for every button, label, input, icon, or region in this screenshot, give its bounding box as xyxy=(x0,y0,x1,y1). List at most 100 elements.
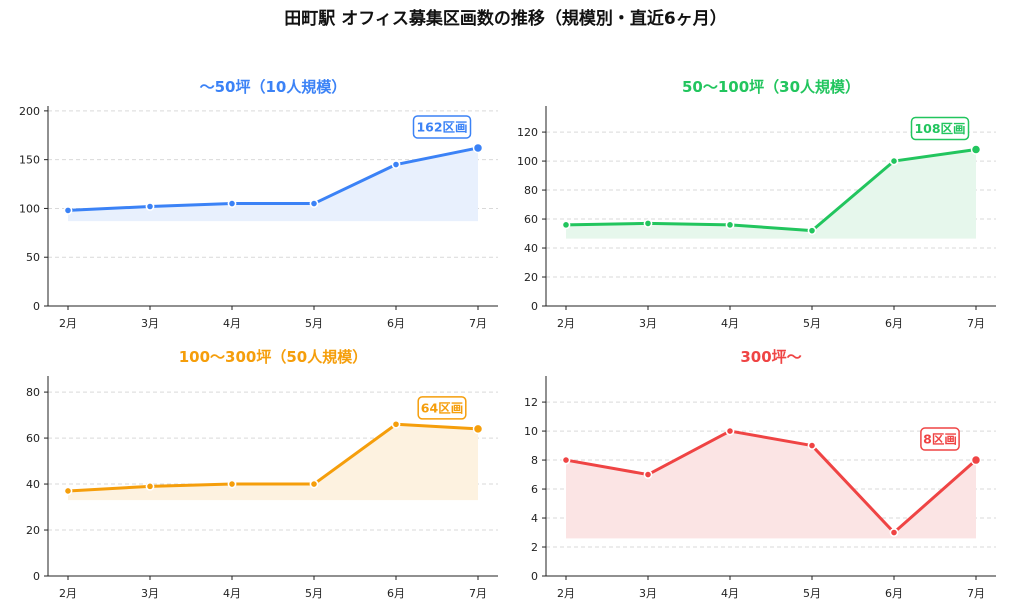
x-tick-label: 2月 xyxy=(557,587,575,600)
y-tick-label: 6 xyxy=(531,483,538,496)
data-label: 64区画 xyxy=(417,396,467,420)
y-tick-label: 150 xyxy=(19,154,40,167)
data-label-box xyxy=(417,396,467,420)
chart-panel-1: 〜50坪（10人規模） 0 50 100 150 200 2月 3月 4月 5月 6月 7月 162区画 xyxy=(19,78,498,330)
x-tick-label: 7月 xyxy=(967,317,985,330)
data-point xyxy=(472,142,484,154)
data-label-text: 64区画 xyxy=(421,400,463,415)
y-tick-label: 50 xyxy=(26,251,40,264)
area-fill xyxy=(68,424,478,501)
panel-title: 100〜300坪（50人規模） xyxy=(179,348,368,366)
y-tick-label: 0 xyxy=(33,570,40,583)
data-point xyxy=(970,144,982,155)
series-line xyxy=(66,146,480,212)
x-tick-label: 5月 xyxy=(305,317,323,330)
y-tick-label: 60 xyxy=(26,432,40,445)
x-tick-label: 6月 xyxy=(387,317,405,330)
x-tick-label: 2月 xyxy=(557,317,575,330)
x-tick-label: 7月 xyxy=(469,587,487,600)
data-point xyxy=(889,528,899,537)
y-tick-label: 12 xyxy=(524,396,538,409)
x-tick-label: 5月 xyxy=(305,587,323,600)
data-point xyxy=(970,454,982,466)
data-point xyxy=(145,202,155,211)
x-tick-label: 3月 xyxy=(639,317,657,330)
data-point xyxy=(725,220,735,230)
x-tick-label: 6月 xyxy=(387,587,405,600)
data-point xyxy=(63,486,73,496)
x-tick-label: 3月 xyxy=(141,317,159,330)
x-tick-label: 2月 xyxy=(59,587,77,600)
x-tick-label: 4月 xyxy=(223,587,241,600)
data-point xyxy=(889,156,899,166)
data-point xyxy=(145,481,155,491)
data-label-box xyxy=(412,115,472,139)
data-point xyxy=(561,455,571,465)
data-point xyxy=(63,205,73,215)
x-tick-label: 7月 xyxy=(967,587,985,600)
y-tick-label: 20 xyxy=(26,524,40,537)
chart-panel-4: 300坪〜 0 2 4 6 8 10 12 2月 3月 4月 5月 6月 7月 8区画 xyxy=(524,348,996,600)
x-tick-label: 7月 xyxy=(469,317,487,330)
y-tick-label: 100 xyxy=(19,202,40,215)
area-fill xyxy=(68,147,478,222)
x-tick-label: 3月 xyxy=(639,587,657,600)
data-point xyxy=(643,218,653,228)
y-tick-label: 120 xyxy=(517,126,538,139)
data-label-text: 162区画 xyxy=(416,119,467,134)
chart-panel-3: 100〜300坪（50人規模） 0 20 40 60 80 2月 3月 4月 5月 6月 7月 64区画 xyxy=(26,348,498,600)
y-tick-label: 40 xyxy=(524,242,538,255)
series-line xyxy=(564,429,978,535)
series-line xyxy=(66,422,480,493)
data-label: 8区画 xyxy=(920,427,960,451)
y-tick-label: 0 xyxy=(33,300,40,313)
panel-title: 〜50坪（10人規模） xyxy=(200,78,347,96)
series-line xyxy=(564,147,978,233)
panel-title: 300坪〜 xyxy=(740,348,801,366)
area-fill xyxy=(566,431,976,539)
y-tick-label: 10 xyxy=(524,425,538,438)
data-point xyxy=(391,419,401,429)
x-tick-label: 3月 xyxy=(141,587,159,600)
data-point xyxy=(309,479,319,489)
data-point xyxy=(807,226,817,236)
x-tick-label: 5月 xyxy=(803,317,821,330)
data-point xyxy=(472,423,484,435)
data-point xyxy=(227,479,237,489)
x-tick-label: 2月 xyxy=(59,317,77,330)
y-tick-label: 2 xyxy=(531,541,538,554)
y-tick-label: 40 xyxy=(26,478,40,491)
x-tick-label: 4月 xyxy=(721,587,739,600)
x-tick-label: 5月 xyxy=(803,587,821,600)
data-point xyxy=(391,160,401,169)
data-point xyxy=(725,426,735,436)
data-label-text: 108区画 xyxy=(914,121,965,136)
y-tick-label: 80 xyxy=(26,386,40,399)
panel-title: 50〜100坪（30人規模） xyxy=(682,78,860,96)
x-tick-label: 6月 xyxy=(885,317,903,330)
data-label: 108区画 xyxy=(910,116,970,141)
page-title: 田町駅 オフィス募集区画数の推移（規模別・直近6ヶ月） xyxy=(284,9,727,29)
data-point xyxy=(643,470,653,479)
y-tick-label: 0 xyxy=(531,570,538,583)
y-tick-label: 4 xyxy=(531,512,538,525)
data-point xyxy=(227,199,237,208)
y-tick-label: 20 xyxy=(524,271,538,284)
y-tick-label: 60 xyxy=(524,213,538,226)
y-tick-label: 8 xyxy=(531,454,538,467)
data-label-box xyxy=(910,116,970,141)
y-tick-label: 80 xyxy=(524,184,538,197)
data-point xyxy=(807,441,817,450)
data-point xyxy=(309,199,319,208)
y-tick-label: 200 xyxy=(19,105,40,118)
y-tick-label: 100 xyxy=(517,155,538,168)
area-fill xyxy=(566,149,976,239)
data-label-text: 8区画 xyxy=(923,432,957,447)
data-label-box xyxy=(920,427,960,451)
x-tick-label: 4月 xyxy=(223,317,241,330)
x-tick-label: 6月 xyxy=(885,587,903,600)
chart-panel-2: 50〜100坪（30人規模） 0 20 40 60 80 100 120 2月 3月 4月 5月 6月 7… xyxy=(517,78,996,330)
data-label: 162区画 xyxy=(412,115,472,139)
y-tick-label: 0 xyxy=(531,300,538,313)
